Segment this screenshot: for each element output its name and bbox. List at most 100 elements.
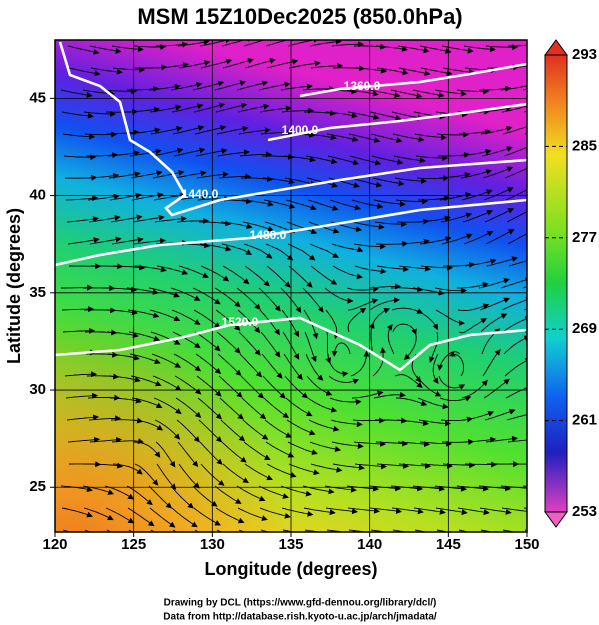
streamline — [442, 67, 475, 75]
streamline — [305, 155, 338, 165]
streamline — [324, 287, 354, 304]
streamline — [369, 111, 402, 121]
streamline — [150, 331, 181, 345]
streamline — [193, 507, 221, 526]
streamline — [484, 408, 516, 421]
streamline — [438, 375, 466, 390]
streamline — [347, 111, 380, 121]
streamline — [397, 45, 430, 54]
streamline — [418, 419, 451, 427]
x-tick-label: 125 — [121, 536, 146, 553]
streamline — [170, 485, 194, 509]
streamline — [464, 258, 497, 267]
streamline — [376, 67, 409, 76]
streamline — [280, 485, 312, 497]
streamline — [86, 172, 120, 179]
streamline — [325, 507, 358, 515]
streamline — [156, 62, 189, 69]
streamline — [220, 419, 246, 442]
streamline — [217, 353, 242, 376]
streamline — [287, 441, 318, 455]
streamline — [392, 133, 425, 143]
streamline — [221, 40, 253, 47]
streamline — [460, 169, 493, 179]
streamline — [412, 89, 445, 98]
streamline — [413, 507, 446, 515]
y-tick-label: 30 — [29, 381, 46, 398]
streamline — [507, 439, 527, 443]
streamline — [63, 154, 97, 161]
streamline — [260, 331, 281, 358]
streamline — [126, 485, 153, 506]
streamline — [412, 287, 445, 296]
streamline — [66, 414, 100, 421]
streamline — [368, 485, 402, 492]
streamline — [149, 104, 182, 113]
streamline — [241, 397, 267, 420]
streamline — [214, 287, 241, 308]
streamline — [508, 65, 527, 69]
streamline — [66, 216, 99, 223]
streamline — [483, 378, 510, 399]
streamline — [173, 147, 206, 157]
colorbar-tick-label: 253 — [572, 503, 597, 520]
streamline — [280, 83, 313, 91]
streamline — [440, 212, 473, 223]
streamline — [65, 392, 99, 399]
y-axis-label: Latitude (degrees) — [4, 208, 24, 364]
streamline — [170, 287, 201, 301]
streamline — [390, 286, 424, 293]
streamline — [214, 80, 247, 91]
streamline — [448, 351, 465, 377]
streamline — [112, 264, 146, 271]
streamline — [200, 58, 233, 69]
streamline — [219, 397, 244, 420]
streamline — [501, 297, 527, 311]
streamline — [327, 155, 360, 166]
streamline — [372, 347, 387, 377]
streamline — [305, 353, 324, 381]
streamline — [88, 214, 121, 223]
streamline — [170, 81, 203, 91]
streamline — [456, 88, 490, 95]
streamline — [370, 529, 403, 532]
streamline — [458, 529, 471, 532]
streamline — [89, 436, 123, 443]
streamline — [83, 507, 114, 521]
streamline — [501, 102, 527, 113]
streamline — [412, 485, 445, 492]
streamline — [479, 105, 512, 113]
streamline — [280, 287, 302, 314]
streamline — [156, 41, 189, 48]
streamline — [502, 316, 527, 333]
streamline — [192, 485, 218, 507]
streamline — [89, 236, 122, 245]
streamline — [60, 89, 93, 98]
streamline — [148, 485, 173, 509]
streamline — [192, 80, 225, 91]
streamline — [243, 243, 273, 259]
streamline — [196, 171, 229, 179]
streamline — [463, 436, 497, 443]
streamline — [485, 435, 518, 443]
streamline — [502, 123, 527, 135]
colorbar-tick-label: 261 — [572, 412, 597, 429]
streamline — [505, 189, 527, 201]
streamline — [352, 221, 385, 230]
streamline — [222, 463, 249, 484]
streamline — [332, 463, 365, 471]
streamline — [481, 146, 513, 157]
streamline — [397, 238, 430, 245]
streamline — [480, 529, 513, 532]
streamline — [132, 214, 165, 223]
streamline — [328, 375, 360, 385]
streamline — [172, 331, 201, 349]
streamline — [353, 243, 387, 250]
streamline — [178, 60, 211, 69]
colorbar-tick-label: 269 — [572, 320, 597, 337]
streamline — [403, 331, 417, 361]
streamline — [192, 287, 221, 305]
colorbar-tick-label: 293 — [572, 46, 597, 63]
streamline — [462, 411, 495, 421]
x-tick-label: 120 — [42, 536, 67, 553]
